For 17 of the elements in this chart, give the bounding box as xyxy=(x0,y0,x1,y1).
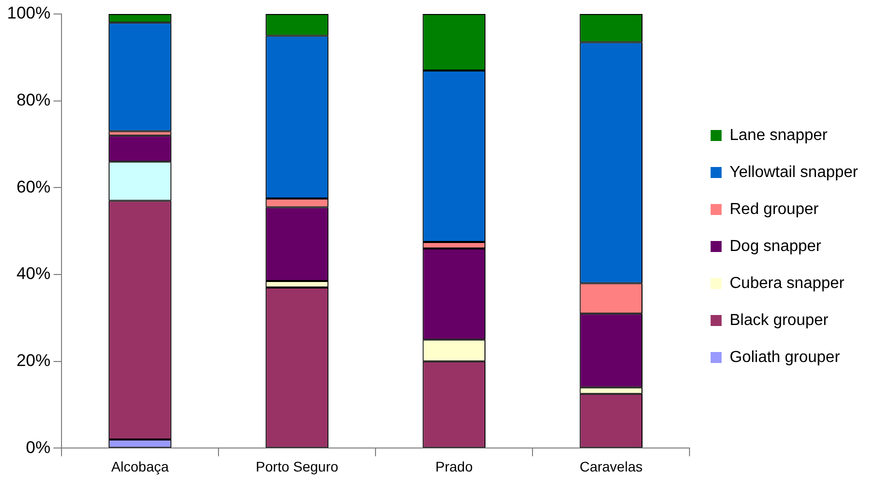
y-tick-label: 60% xyxy=(16,177,50,196)
y-tick-label: 80% xyxy=(16,90,50,110)
y-tick-label: 0% xyxy=(26,438,50,457)
y-tick-label: 40% xyxy=(16,264,50,284)
y-tick-label: 100% xyxy=(6,4,50,23)
x-tick-label: Alcobaça xyxy=(111,458,170,474)
x-tick-label: Prado xyxy=(435,458,473,474)
legend-label: Goliath grouper xyxy=(730,348,841,366)
legend-label: Lane snapper xyxy=(730,126,828,144)
y-tick-label: 20% xyxy=(16,351,50,370)
x-tick-label: Caravelas xyxy=(580,458,643,474)
legend-label: Red grouper xyxy=(730,200,820,218)
x-tick-label: Porto Seguro xyxy=(256,458,338,474)
legend-label: Cubera snapper xyxy=(730,274,846,292)
legend-label: Dog snapper xyxy=(730,238,822,255)
legend-label: Black grouper xyxy=(730,312,830,329)
legend-label: Yellowtail snapper xyxy=(730,164,859,181)
